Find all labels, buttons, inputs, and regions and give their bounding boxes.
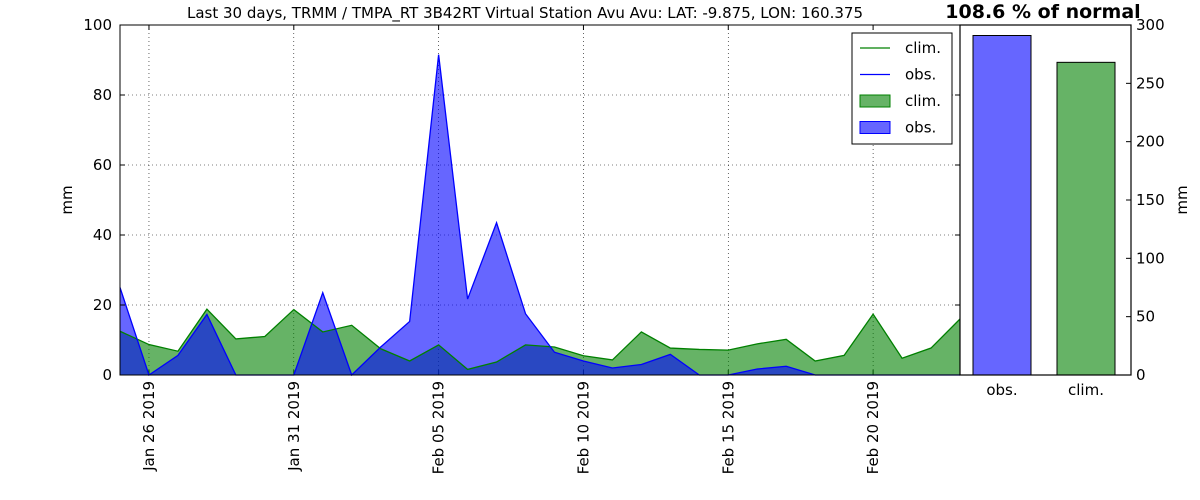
main-plot: Jan 26 2019 Jan 31 2019 Feb 05 2019 Feb 10 …	[58, 16, 961, 474]
legend-label: obs.	[905, 119, 936, 137]
clim-line	[119, 308, 961, 371]
legend-swatch-clim-area	[859, 94, 891, 108]
x-tick-label: Feb 15 2019	[719, 381, 737, 474]
bar-y-axis-label: mm	[1173, 185, 1191, 214]
bar-category-label: clim.	[1068, 381, 1104, 399]
bar-y-tick-label: 100	[1136, 249, 1165, 267]
bar-y-tick-label: 150	[1136, 191, 1165, 209]
bar-frame	[959, 24, 1132, 376]
legend-swatch-obs-area	[859, 121, 891, 134]
y-tick-label: 100	[83, 16, 112, 34]
x-tick-label: Feb 20 2019	[864, 381, 882, 474]
plot-frame	[119, 24, 961, 376]
x-tick-label: Feb 10 2019	[574, 381, 592, 474]
y-tick-label: 20	[93, 296, 112, 314]
total-bar	[972, 35, 1032, 376]
x-tick-label: Jan 26 2019	[140, 381, 158, 472]
y-tick-label: 0	[102, 366, 112, 384]
legend-label: clim.	[905, 92, 941, 110]
bar-y-tick-label: 50	[1136, 308, 1155, 326]
obs-area	[120, 54, 960, 375]
total-bar-plot: obs. clim. 0 50 100 150 200 250 300 mm	[959, 16, 1191, 399]
y-tick-label: 60	[93, 156, 112, 174]
percent-of-normal: 108.6 % of normal	[945, 1, 1140, 23]
x-tick-label: Jan 31 2019	[285, 381, 303, 472]
obs-line	[119, 54, 960, 377]
bar-y-tick-label: 250	[1136, 74, 1165, 92]
y-tick-label: 80	[93, 86, 112, 104]
x-tick-label: Feb 05 2019	[430, 381, 448, 474]
legend-label: clim.	[905, 39, 941, 57]
total-bar	[1056, 61, 1116, 376]
bar-category-label: obs.	[986, 381, 1017, 399]
bar-y-tick-label: 300	[1136, 16, 1165, 34]
legend: clim. obs. clim. obs.	[851, 32, 953, 145]
bar-y-tick-label: 200	[1136, 133, 1165, 151]
legend-label: obs.	[905, 66, 936, 84]
y-axis-label: mm	[58, 185, 76, 214]
bar-y-tick-label: 0	[1136, 366, 1146, 384]
chart-title: Last 30 days, TRMM / TMPA_RT 3B42RT Virt…	[187, 4, 863, 23]
y-tick-label: 40	[93, 226, 112, 244]
